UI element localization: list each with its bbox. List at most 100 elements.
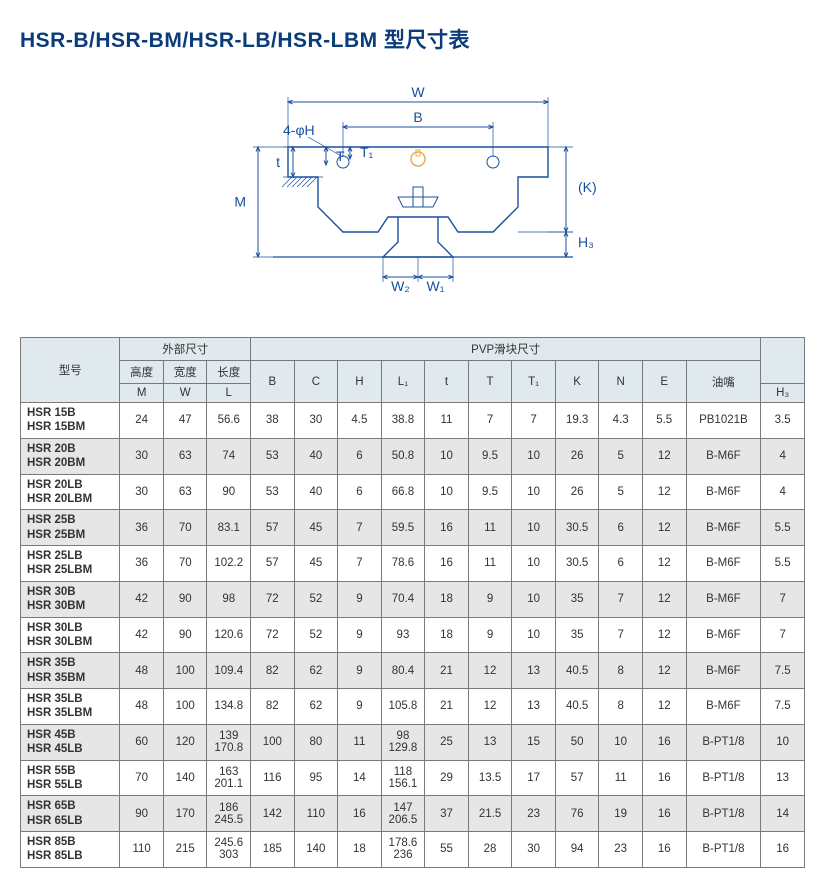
cell-N: 6 <box>599 510 643 546</box>
cell-oil: B-M6F <box>686 581 761 617</box>
cell-T: 12 <box>468 653 512 689</box>
cell-K: 50 <box>555 724 599 760</box>
cell-M: 30 <box>120 474 164 510</box>
cell-oil: B-M6F <box>686 510 761 546</box>
cell-T: 13 <box>468 724 512 760</box>
cell-L: 90 <box>207 474 251 510</box>
model-cell: HSR 30BHSR 30BM <box>21 581 120 617</box>
cell-T: 21.5 <box>468 796 512 832</box>
cell-B: 72 <box>251 581 295 617</box>
cell-H3: 4 <box>761 438 805 474</box>
col-t: t <box>425 361 469 403</box>
cell-T1: 13 <box>512 653 556 689</box>
cell-N: 8 <box>599 653 643 689</box>
cell-H: 18 <box>338 832 382 868</box>
cell-oil: B-M6F <box>686 438 761 474</box>
cell-C: 52 <box>294 617 338 653</box>
cell-W: 90 <box>163 617 207 653</box>
cell-K: 30.5 <box>555 546 599 582</box>
cell-t: 10 <box>425 474 469 510</box>
model-cell: HSR 30LBHSR 30LBM <box>21 617 120 653</box>
cell-T: 9.5 <box>468 438 512 474</box>
cell-E: 16 <box>642 832 686 868</box>
cell-W: 100 <box>163 689 207 725</box>
table-header: 型号 外部尺寸 PVP滑块尺寸 高度 宽度 长度 B C H L₁ t T T₁… <box>21 338 805 403</box>
cell-H3: 7.5 <box>761 653 805 689</box>
cell-t: 10 <box>425 438 469 474</box>
cell-E: 12 <box>642 438 686 474</box>
svg-text:T₁: T₁ <box>360 144 374 160</box>
cell-W: 170 <box>163 796 207 832</box>
cell-H3: 4 <box>761 474 805 510</box>
cell-B: 57 <box>251 510 295 546</box>
cell-H3: 5.5 <box>761 546 805 582</box>
cell-H3: 3.5 <box>761 403 805 439</box>
cell-T: 9 <box>468 581 512 617</box>
cell-T1: 17 <box>512 760 556 796</box>
cell-B: 116 <box>251 760 295 796</box>
col-W: W <box>163 384 207 403</box>
cell-C: 80 <box>294 724 338 760</box>
cell-L1: 66.8 <box>381 474 425 510</box>
cell-H: 7 <box>338 510 382 546</box>
cell-K: 40.5 <box>555 689 599 725</box>
cell-T: 28 <box>468 832 512 868</box>
table-body: HSR 15BHSR 15BM244756.638304.538.8117719… <box>21 403 805 868</box>
cell-oil: B-M6F <box>686 653 761 689</box>
cell-M: 70 <box>120 760 164 796</box>
col-blank <box>761 338 805 384</box>
cell-L: 56.6 <box>207 403 251 439</box>
cell-H: 9 <box>338 689 382 725</box>
col-M: M <box>120 384 164 403</box>
cell-N: 10 <box>599 724 643 760</box>
cell-N: 6 <box>599 546 643 582</box>
cell-t: 21 <box>425 653 469 689</box>
cell-M: 42 <box>120 581 164 617</box>
cell-L1: 78.6 <box>381 546 425 582</box>
table-row: HSR 35BHSR 35BM48100109.48262980.4211213… <box>21 653 805 689</box>
cell-T: 9 <box>468 617 512 653</box>
cell-C: 40 <box>294 474 338 510</box>
table-row: HSR 85BHSR 85LB110215245.630318514018178… <box>21 832 805 868</box>
cell-oil: B-PT1/8 <box>686 760 761 796</box>
cell-H3: 14 <box>761 796 805 832</box>
cell-T1: 13 <box>512 689 556 725</box>
cell-oil: B-M6F <box>686 617 761 653</box>
cell-H: 9 <box>338 581 382 617</box>
cell-C: 45 <box>294 546 338 582</box>
cell-B: 82 <box>251 689 295 725</box>
cell-L: 102.2 <box>207 546 251 582</box>
cell-E: 12 <box>642 689 686 725</box>
model-cell: HSR 25BHSR 25BM <box>21 510 120 546</box>
cell-W: 100 <box>163 653 207 689</box>
col-B: B <box>251 361 295 403</box>
cell-M: 110 <box>120 832 164 868</box>
svg-text:H₃: H₃ <box>578 234 594 250</box>
cell-oil: B-M6F <box>686 474 761 510</box>
model-cell: HSR 15BHSR 15BM <box>21 403 120 439</box>
cell-M: 60 <box>120 724 164 760</box>
cell-oil: B-PT1/8 <box>686 832 761 868</box>
model-cell: HSR 35LBHSR 35LBM <box>21 689 120 725</box>
cell-L: 83.1 <box>207 510 251 546</box>
cell-C: 52 <box>294 581 338 617</box>
cell-L: 109.4 <box>207 653 251 689</box>
cell-T1: 10 <box>512 581 556 617</box>
model-cell: HSR 20BHSR 20BM <box>21 438 120 474</box>
cell-H: 7 <box>338 546 382 582</box>
cell-C: 45 <box>294 510 338 546</box>
dimension-table: 型号 外部尺寸 PVP滑块尺寸 高度 宽度 长度 B C H L₁ t T T₁… <box>20 337 805 868</box>
col-C: C <box>294 361 338 403</box>
cell-E: 16 <box>642 724 686 760</box>
cell-T1: 10 <box>512 438 556 474</box>
cell-t: 21 <box>425 689 469 725</box>
cell-M: 30 <box>120 438 164 474</box>
cell-C: 40 <box>294 438 338 474</box>
cell-W: 90 <box>163 581 207 617</box>
cell-E: 12 <box>642 617 686 653</box>
col-T: T <box>468 361 512 403</box>
svg-text:T: T <box>336 148 345 164</box>
svg-text:B: B <box>413 109 422 125</box>
table-row: HSR 30BHSR 30BM4290987252970.41891035712… <box>21 581 805 617</box>
table-row: HSR 20LBHSR 20LBM3063905340666.8109.5102… <box>21 474 805 510</box>
